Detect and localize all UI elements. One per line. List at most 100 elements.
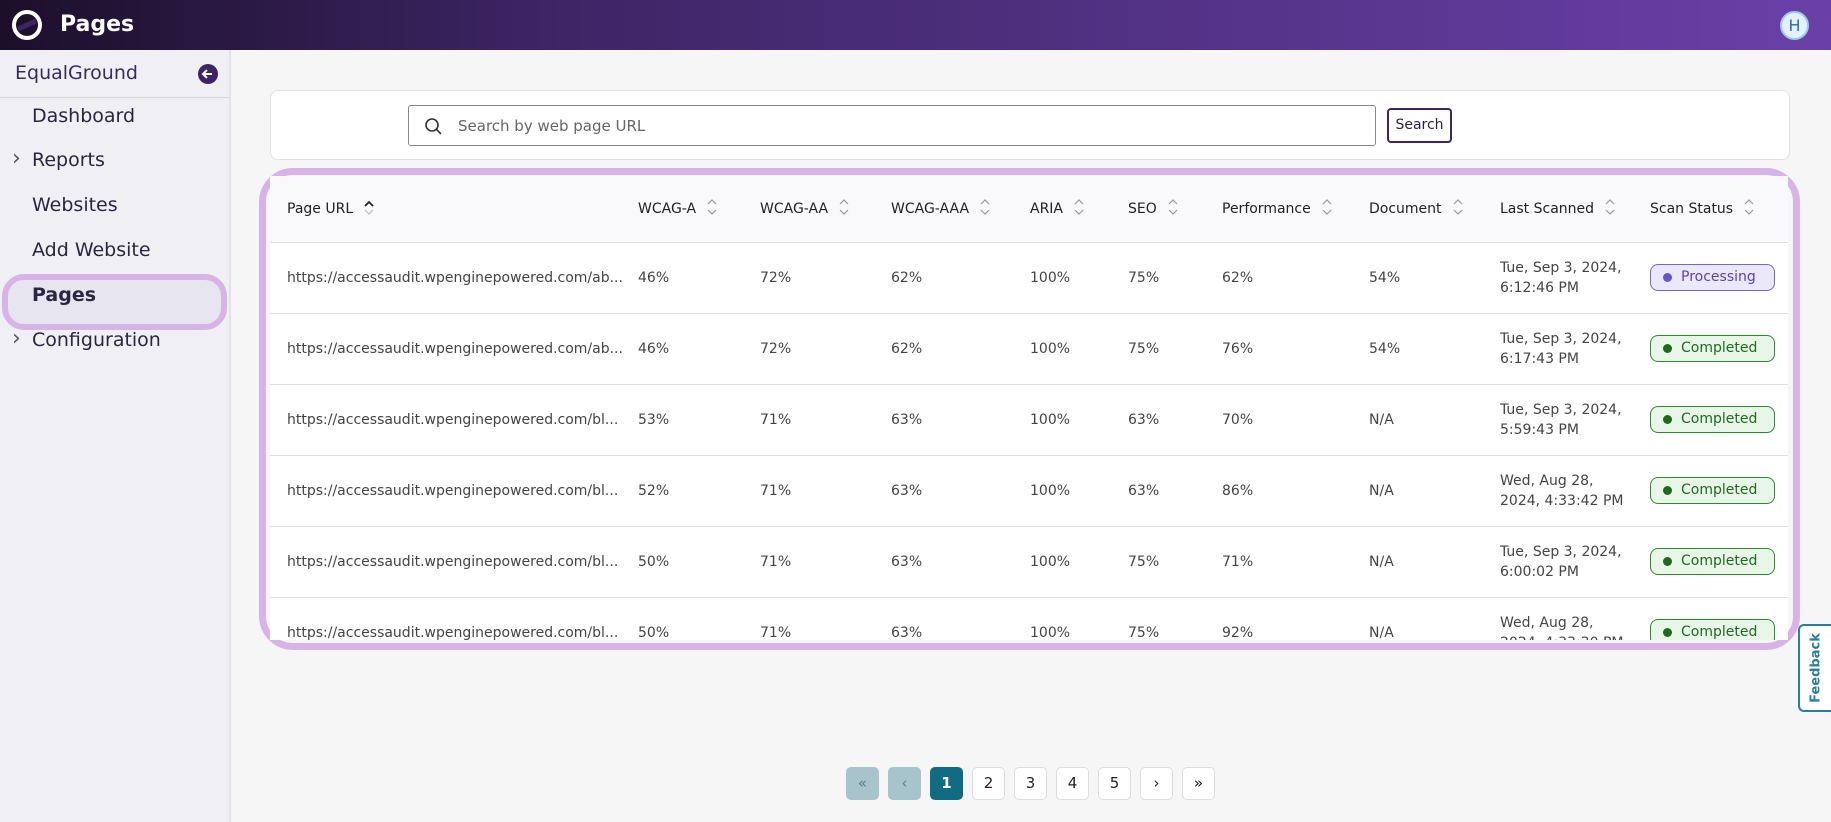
cell-text: 72% [760,340,792,357]
search-card: Search by web page URL Search [270,90,1790,160]
table-cell: 75% [1128,526,1222,598]
pages-table: Page URL WCAG-A WCAG-AA WCAG-AAA ARIA SEO Perf… [270,176,1788,640]
table-cell: 100% [1030,242,1128,314]
sort-icon [1167,198,1179,220]
cell-text: 63% [891,624,923,641]
cell-text: 71% [1222,553,1254,570]
cell-text: 62% [1222,269,1254,286]
cell-text: 75% [1128,624,1160,641]
cell-text: Wed, Aug 28, 2024, 4:33:42 PM [1500,472,1624,509]
table-cell: Completed [1650,455,1788,527]
page-button[interactable]: 3 [1014,767,1047,800]
table-row: https://accessaudit.wpenginepowered.com/… [270,313,1788,385]
cell-text: 72% [760,269,792,286]
table-cell: https://accessaudit.wpenginepowered.com/… [270,384,638,456]
cell-text: 62% [891,340,923,357]
column-header[interactable]: Performance [1222,176,1369,243]
cell-text: 71% [760,624,792,641]
cell-text: N/A [1369,411,1394,428]
cell-text: 63% [891,553,923,570]
cell-text: 100% [1030,411,1071,428]
cell-text: 50% [638,553,670,570]
divider [0,97,229,98]
nav-item[interactable]: Pages [32,284,97,306]
first-page-button[interactable]: « [846,767,879,800]
table-cell: N/A [1369,597,1500,640]
cell-text: 100% [1030,482,1071,499]
cell-text: 75% [1128,340,1160,357]
next-page-button[interactable]: › [1140,767,1173,800]
prev-page-button[interactable]: ‹ [888,767,921,800]
column-header[interactable]: ARIA [1030,176,1128,243]
nav-item[interactable]: Configuration [32,329,161,351]
cell-text: 100% [1030,340,1071,357]
table-cell: 63% [891,384,1030,456]
page-button[interactable]: 5 [1098,767,1131,800]
search-button[interactable]: Search [1387,108,1452,143]
column-header[interactable]: SEO [1128,176,1222,243]
table-cell: 53% [638,384,760,456]
nav-item[interactable]: Websites [32,194,118,216]
column-header[interactable]: WCAG-A [638,176,760,243]
page-button[interactable]: 2 [972,767,1005,800]
table-cell: Tue, Sep 3, 2024, 6:17:43 PM [1500,313,1650,385]
page-url: https://accessaudit.wpenginepowered.com/… [287,482,619,499]
column-header[interactable]: Last Scanned [1500,176,1650,243]
status-badge: Processing [1650,264,1775,291]
feedback-tab[interactable]: Feedback [1798,624,1831,712]
selected-highlight [2,274,227,330]
last-page-button[interactable]: » [1182,767,1215,800]
avatar[interactable]: H [1780,11,1809,40]
table-cell: 72% [760,313,891,385]
header-label: Performance [1222,200,1311,217]
table-cell: https://accessaudit.wpenginepowered.com/… [270,526,638,598]
sort-icon [1604,198,1616,220]
column-header[interactable]: WCAG-AA [760,176,891,243]
pagination: « ‹ 1 2 3 4 5 › » [846,767,1215,800]
status-badge: Completed [1650,335,1775,362]
org-name: EqualGround [15,62,138,84]
cell-text: N/A [1369,553,1394,570]
table-cell: https://accessaudit.wpenginepowered.com/… [270,242,638,314]
table-row: https://accessaudit.wpenginepowered.com/… [270,384,1788,456]
column-header[interactable]: WCAG-AAA [891,176,1030,243]
table-cell: 54% [1369,313,1500,385]
column-header[interactable]: Page URL [270,176,638,243]
table-cell: Tue, Sep 3, 2024, 6:12:46 PM [1500,242,1650,314]
nav-item[interactable]: Add Website [32,239,151,261]
table-card: Page URL WCAG-A WCAG-AA WCAG-AAA ARIA SEO Perf… [270,176,1788,640]
table-cell: 100% [1030,384,1128,456]
page-button[interactable]: 1 [930,767,963,800]
logo [12,10,42,40]
cell-text: 46% [638,269,670,286]
table-cell: 71% [760,526,891,598]
collapse-button[interactable] [198,64,218,84]
sort-icon [838,198,850,220]
table-row: https://accessaudit.wpenginepowered.com/… [270,526,1788,598]
table-cell: https://accessaudit.wpenginepowered.com/… [270,313,638,385]
table-cell: 72% [760,242,891,314]
page-url: https://accessaudit.wpenginepowered.com/… [287,553,619,570]
cell-text: 52% [638,482,670,499]
page-url: https://accessaudit.wpenginepowered.com/… [287,340,623,357]
column-header[interactable]: Document [1369,176,1500,243]
nav-item[interactable]: Dashboard [32,105,136,127]
cell-text: 54% [1369,340,1401,357]
table-cell: 75% [1128,313,1222,385]
table-row: https://accessaudit.wpenginepowered.com/… [270,242,1788,314]
nav-item[interactable]: Reports [32,149,105,171]
cell-text: 62% [891,269,923,286]
cell-text: 71% [760,482,792,499]
status-badge: Completed [1650,619,1775,640]
page-url: https://accessaudit.wpenginepowered.com/… [287,269,623,286]
cell-text: 71% [760,411,792,428]
column-header[interactable]: Scan Status [1650,176,1788,243]
page-url: https://accessaudit.wpenginepowered.com/… [287,624,619,641]
table-row: https://accessaudit.wpenginepowered.com/… [270,455,1788,527]
cell-text: 71% [760,553,792,570]
sort-icon [979,198,991,220]
search-input[interactable]: Search by web page URL [408,105,1376,146]
page-button[interactable]: 4 [1056,767,1089,800]
table-cell: 71% [760,384,891,456]
